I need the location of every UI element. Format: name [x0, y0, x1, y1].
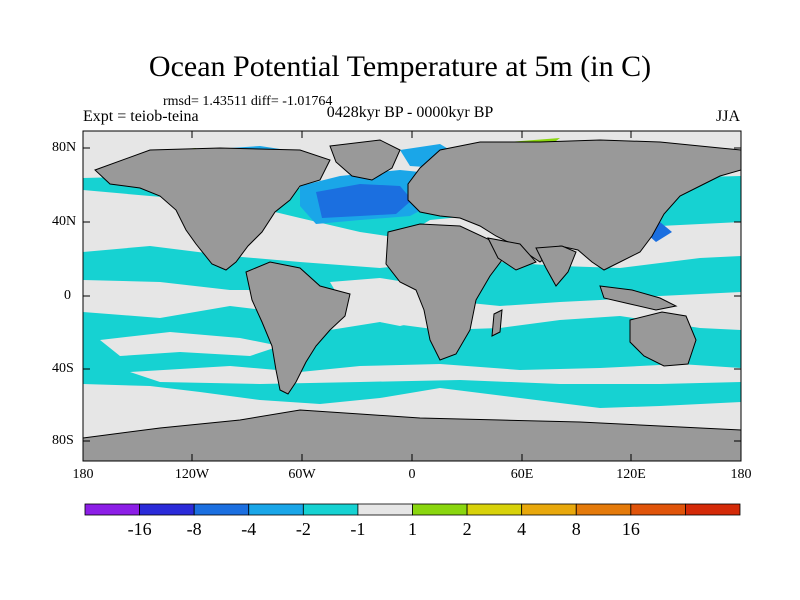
x-tick-label-180w: 180: [72, 467, 94, 482]
land-arabia: [487, 237, 537, 271]
colorbar-swatch: [193, 503, 250, 516]
x-tick-label-60e: 60E: [510, 467, 534, 482]
period-label: 0428kyr BP - 0000kyr BP: [326, 104, 494, 121]
neutral-patch-equatorial-atlantic: [330, 278, 440, 326]
colorbar-swatch: [302, 503, 359, 516]
colorbar-swatch: [466, 503, 523, 516]
x-tick-label-120w: 120W: [174, 467, 210, 482]
axis-ticks: [83, 131, 741, 461]
rmsd-diff-text: rmsd= 1.43511 diff= -1.01764: [163, 94, 333, 109]
colorbar-swatch: [84, 503, 140, 516]
x-tick-label-60w: 60W: [288, 467, 316, 482]
y-tick-label-80s: 80S: [52, 433, 74, 448]
y-tick-label-40n: 40N: [52, 214, 77, 229]
colorbar-swatch: [248, 503, 304, 516]
colorbar-label: -2: [295, 519, 311, 539]
colorbar-label: -4: [241, 519, 257, 539]
land-madagascar: [491, 309, 503, 337]
colorbar-label: 8: [571, 519, 581, 539]
colorbar-label: -1: [350, 519, 366, 539]
colorbar-swatch: [139, 503, 195, 516]
land-south-america: [245, 261, 351, 395]
land-maritime-continent: [599, 285, 678, 311]
colorbar-swatch: [575, 503, 632, 516]
land-europe-asia: [407, 139, 741, 271]
colorbar-label: 16: [621, 519, 640, 539]
land-antarctica: [83, 409, 741, 461]
colorbar-label: -16: [127, 519, 152, 539]
colorbar-swatch: [357, 503, 413, 516]
colorbar-swatch: [521, 503, 577, 516]
y-tick-label-40s: 40S: [52, 361, 74, 376]
colorbar-label: -8: [186, 519, 202, 539]
colorbar-label: 4: [517, 519, 527, 539]
plot-title: Ocean Potential Temperature at 5m (in C): [148, 50, 652, 83]
y-tick-label-80n: 80N: [52, 140, 77, 155]
experiment-label: Expt = teiob-teina: [83, 108, 199, 125]
map-field: [83, 131, 741, 461]
season-label: JJA: [715, 108, 740, 125]
x-tick-label-120e: 120E: [616, 467, 646, 482]
land-india: [535, 245, 577, 287]
land-masses: [83, 139, 741, 461]
colorbar-swatch: [630, 503, 686, 516]
colorbar-swatch: [685, 503, 741, 516]
land-australia: [629, 311, 697, 367]
land-north-america: [94, 147, 331, 271]
blue-north-atlantic: [316, 184, 412, 218]
land-greenland: [329, 139, 401, 181]
y-tick-label-0: 0: [64, 288, 71, 303]
colorbar-swatch: [412, 503, 468, 516]
neutral-patch-south-pacific: [100, 332, 280, 356]
colorbar-label: 1: [408, 519, 417, 539]
x-tick-label-180e: 180: [730, 467, 752, 482]
colorbar-label: 2: [462, 519, 472, 539]
colorbar: [84, 503, 741, 516]
land-africa: [385, 223, 506, 361]
x-tick-label-0: 0: [408, 467, 416, 482]
